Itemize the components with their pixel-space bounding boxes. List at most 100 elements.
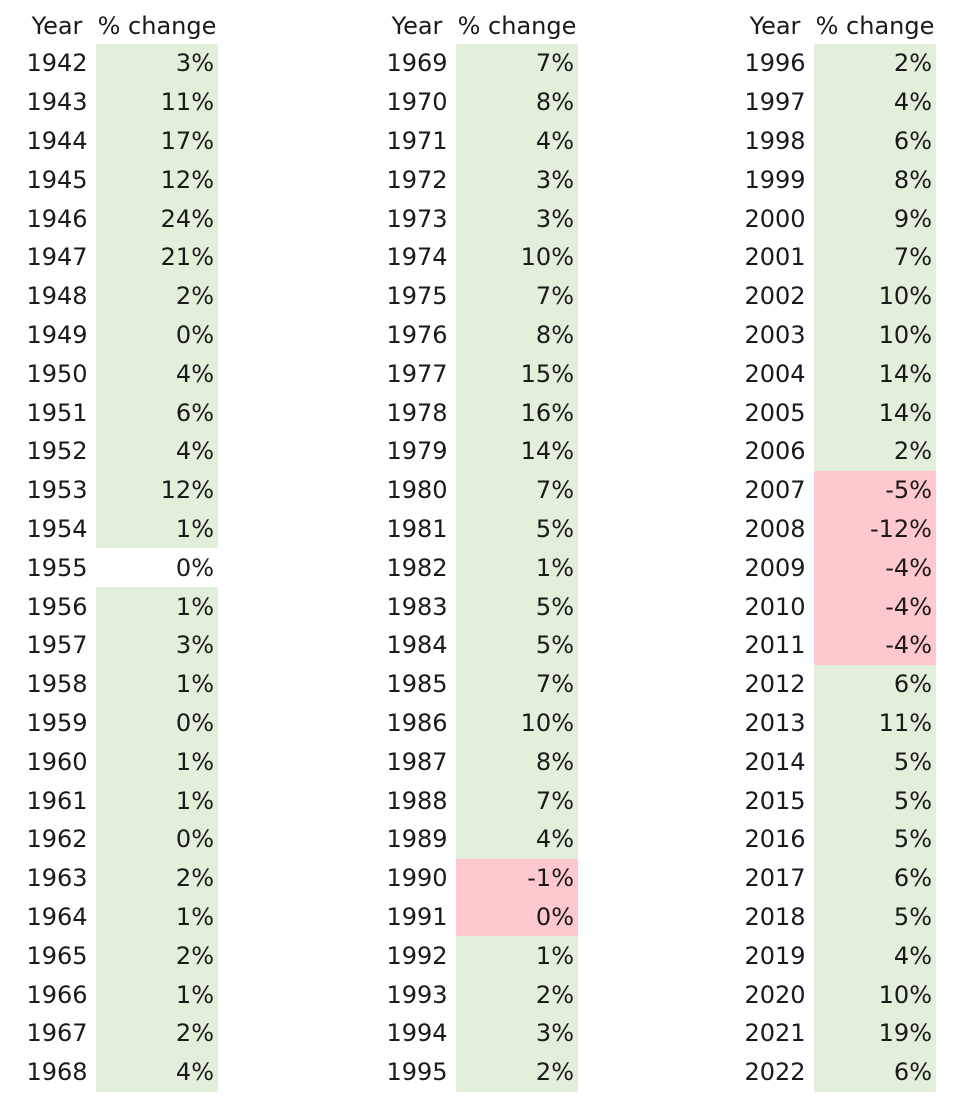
year-cell: 1956: [26, 592, 88, 621]
percent-change-cell: 2%: [456, 1052, 578, 1092]
year-cell: 2000: [744, 204, 806, 233]
table-row: 1978 16%: [378, 393, 578, 432]
percent-change-cell: 5%: [814, 742, 936, 782]
table-row: 1953 12%: [18, 470, 218, 510]
percent-change-cell: 0%: [96, 703, 218, 743]
table-row: 2000 9%: [736, 199, 936, 238]
table-header: Year % change: [736, 8, 936, 44]
table-row: 1957 3%: [18, 625, 218, 665]
percent-change-cell: 4%: [456, 819, 578, 859]
table-body: 1942 3% 1943 11% 1944 17% 1945 12% 1946 24% 1947 21…: [18, 44, 218, 1092]
percent-change-cell: 1%: [96, 781, 218, 820]
year-cell: 1949: [26, 320, 88, 349]
year-cell: 1953: [26, 476, 88, 505]
percent-change-cell: -12%: [814, 509, 936, 549]
percent-change-cell: 12%: [96, 470, 218, 510]
table-row: 1954 1%: [18, 509, 218, 549]
table-row: 1999 8%: [736, 160, 936, 200]
table-row: 1942 3%: [18, 44, 218, 83]
percent-change-cell: 2%: [96, 936, 218, 976]
year-cell: 1950: [26, 359, 88, 388]
table-row: 1959 0%: [18, 703, 218, 743]
table-row: 2007 -5%: [736, 470, 936, 510]
year-cell: 1948: [26, 282, 88, 311]
percent-change-cell: 5%: [814, 819, 936, 859]
table-row: 2019 4%: [736, 936, 936, 976]
percent-change-cell: 7%: [456, 470, 578, 510]
table-row: 1969 7%: [378, 44, 578, 83]
percent-change-cell: 10%: [814, 975, 936, 1014]
table-row: 1955 0%: [18, 548, 218, 588]
percent-change-cell: 4%: [456, 121, 578, 161]
year-cell: 2021: [744, 1019, 806, 1048]
percent-change-cell: 4%: [814, 936, 936, 976]
year-cell: 1968: [26, 1058, 88, 1087]
year-cell: 1946: [26, 204, 88, 233]
table-column-3: Year % change 1996 2% 1997 4% 1998 6% 1999 8% 20…: [736, 8, 936, 1092]
percent-change-cell: 0%: [96, 315, 218, 355]
percent-change-cell: 7%: [456, 44, 578, 83]
year-cell: 1986: [386, 708, 448, 737]
percent-change-cell: 6%: [814, 1052, 936, 1092]
table-row: 2002 10%: [736, 276, 936, 316]
year-cell: 1980: [386, 476, 448, 505]
change-header: % change: [815, 12, 935, 40]
percent-change-cell: 6%: [814, 858, 936, 898]
table-row: 1958 1%: [18, 664, 218, 704]
percent-change-cell: 8%: [456, 742, 578, 782]
table-row: 2001 7%: [736, 237, 936, 277]
year-cell: 1967: [26, 1019, 88, 1048]
table-column-2: Year % change 1969 7% 1970 8% 1971 4% 1972 3% 19…: [378, 8, 578, 1092]
table-row: 1951 6%: [18, 393, 218, 432]
year-cell: 2020: [744, 980, 806, 1009]
percent-change-cell: 2%: [96, 276, 218, 316]
table-row: 1967 2%: [18, 1013, 218, 1053]
table-row: 1975 7%: [378, 276, 578, 316]
year-cell: 1966: [26, 980, 88, 1009]
percent-change-cell: 1%: [96, 897, 218, 937]
year-cell: 2017: [744, 864, 806, 893]
table-row: 1962 0%: [18, 819, 218, 859]
year-cell: 1993: [386, 980, 448, 1009]
year-cell: 1969: [386, 49, 448, 78]
percent-change-cell: -4%: [814, 548, 936, 588]
year-cell: 2003: [744, 320, 806, 349]
year-cell: 1964: [26, 902, 88, 931]
year-cell: 1960: [26, 747, 88, 776]
table-row: 1986 10%: [378, 703, 578, 743]
table-row: 1970 8%: [378, 82, 578, 122]
percent-change-cell: 24%: [96, 199, 218, 238]
percent-change-cell: 2%: [456, 975, 578, 1014]
percent-change-cell: 5%: [814, 781, 936, 820]
year-cell: 1957: [26, 631, 88, 660]
year-cell: 2005: [744, 398, 806, 427]
table-row: 1943 11%: [18, 82, 218, 122]
percent-change-cell: 5%: [456, 587, 578, 626]
year-header: Year: [391, 12, 443, 40]
table-row: 1987 8%: [378, 742, 578, 782]
year-cell: 2010: [744, 592, 806, 621]
year-cell: 1985: [386, 670, 448, 699]
year-cell: 1996: [744, 49, 806, 78]
table-row: 1997 4%: [736, 82, 936, 122]
table-row: 1961 1%: [18, 781, 218, 820]
year-cell: 2007: [744, 476, 806, 505]
year-cell: 1972: [386, 165, 448, 194]
year-cell: 1983: [386, 592, 448, 621]
year-cell: 2009: [744, 553, 806, 582]
year-cell: 1976: [386, 320, 448, 349]
year-cell: 1954: [26, 514, 88, 543]
year-cell: 1952: [26, 437, 88, 466]
table-row: 2011 -4%: [736, 625, 936, 665]
year-cell: 1978: [386, 398, 448, 427]
table-row: 2008 -12%: [736, 509, 936, 549]
table-row: 1947 21%: [18, 237, 218, 277]
percent-change-cell: 1%: [456, 548, 578, 588]
year-cell: 2004: [744, 359, 806, 388]
table-body: 1969 7% 1970 8% 1971 4% 1972 3% 1973 3% 1974 10% 197…: [378, 44, 578, 1092]
percent-change-cell: 0%: [456, 897, 578, 937]
percent-change-cell: 6%: [96, 393, 218, 432]
table-row: 1965 2%: [18, 936, 218, 976]
percent-change-cell: 4%: [96, 354, 218, 394]
table-row: 2021 19%: [736, 1013, 936, 1053]
